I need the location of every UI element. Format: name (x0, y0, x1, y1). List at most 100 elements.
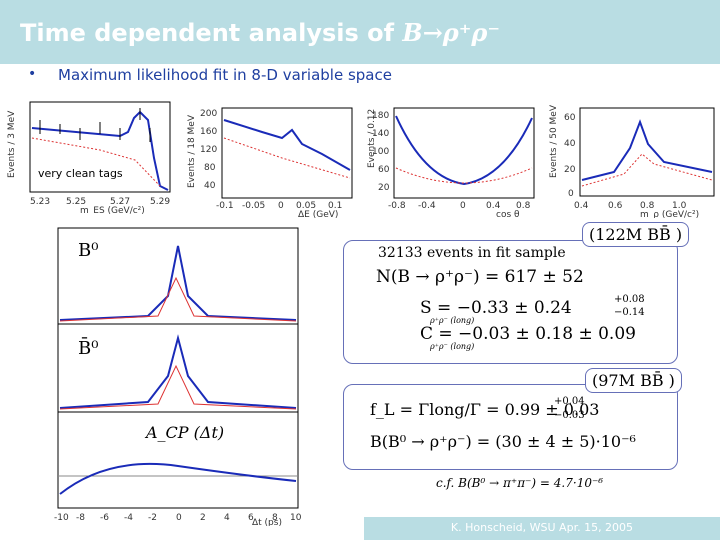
cos-ytick-5: 20 (378, 183, 390, 193)
mrho-plot: Events / 50 MeV 60 40 20 0 0.4 0.6 0.8 1… (549, 104, 715, 218)
mes-ylabel: Events / 3 MeV (7, 110, 17, 178)
dt-tick-5: -2 (148, 513, 157, 523)
mes-frame (29, 101, 171, 193)
dt-tick-4: -4 (124, 513, 133, 523)
mes-tick-3: 5.27 (110, 197, 130, 207)
de-tick-2: -0.05 (242, 201, 265, 211)
de-ytick-5: 40 (204, 181, 216, 191)
mes-tick-2: 5.25 (66, 197, 86, 207)
dt-tick-9: 6 (248, 513, 254, 523)
bullet-text: Maximum likelihood fit in 8-D variable s… (58, 66, 392, 84)
dt-b0-fit (59, 245, 297, 321)
cos-frame (393, 107, 535, 199)
cos-ytick-3: 100 (372, 147, 389, 157)
de-xlabel: ΔE (GeV) (298, 210, 338, 218)
dt-tick-11: 10 (290, 513, 302, 523)
de-ytick-4: 80 (204, 163, 216, 173)
dt-tick-7: 2 (200, 513, 206, 523)
n-events: N(B → ρ⁺ρ⁻) = 617 ± 52 (376, 267, 584, 287)
mrho-ylabel: Events / 50 MeV (549, 104, 559, 178)
cos-tick-1: -0.8 (388, 201, 406, 211)
mrho-bkg-line (581, 153, 713, 187)
dt-xlabel: Δt (ps) (252, 518, 282, 526)
de-tick-3: 0 (278, 201, 284, 211)
bb-count-1: (122M BB̄ ) (582, 222, 690, 247)
dt-b0-frame (57, 227, 299, 325)
dt-acp-frame (57, 411, 299, 509)
s-syst-minus: −0.14 (614, 307, 645, 318)
mrho-ytick-2: 40 (564, 139, 576, 149)
mrho-ytick-1: 60 (564, 113, 576, 123)
cos-tick-5: 0.8 (516, 201, 531, 211)
mes-xlabel: m_ES (GeV/c²) (80, 206, 145, 214)
mrho-frame (579, 107, 715, 197)
cos-plot: Events / 0.12 180 140 100 60 20 -0.8 -0.… (367, 107, 535, 218)
mrho-ytick-3: 20 (564, 165, 576, 175)
dt-b0-bkg (59, 276, 297, 322)
mrho-tick-4: 1.0 (672, 201, 687, 211)
de-bkg-line (223, 137, 351, 179)
c-subscript: ρ⁺ρ⁻ (long) (430, 342, 475, 351)
mrho-tick-2: 0.6 (608, 201, 623, 211)
dt-acp-fit (59, 463, 297, 495)
de-fit-line (223, 119, 351, 171)
dt-tick-8: 4 (224, 513, 230, 523)
s-value: S = −0.33 ± 0.24 (420, 298, 572, 318)
results-box-2 (343, 384, 678, 470)
de-ylabel: Events / 18 MeV (187, 114, 197, 188)
cf-pipi: c.f. B(B⁰ → π⁺π⁻) = 4.7·10⁻⁶ (436, 476, 604, 490)
cos-ytick-2: 140 (372, 129, 389, 139)
slide-title: Time dependent analysis of B→ρ⁺ρ⁻ (20, 18, 500, 47)
cos-bkg-line (395, 167, 533, 184)
results-box-1 (343, 240, 678, 364)
title-bar: Time dependent analysis of B→ρ⁺ρ⁻ (0, 0, 720, 64)
mrho-tick-1: 0.4 (574, 201, 589, 211)
de-ytick-1: 200 (200, 109, 217, 119)
dt-tick-1: -10 (54, 513, 69, 523)
de-tick-5: 0.1 (328, 201, 342, 211)
fl-syst-plus: +0.04 (554, 396, 585, 407)
de-ytick-3: 120 (200, 145, 217, 155)
de-ytick-2: 160 (200, 127, 217, 137)
mrho-fit-line (581, 119, 713, 181)
cos-xlabel: cos θ (496, 210, 520, 218)
title-prefix: Time dependent analysis of (20, 19, 403, 47)
dt-plot: B⁰ B̄⁰ A_CP (Δt) -10 -8 -6 -4 -2 0 2 4 6… (54, 227, 302, 526)
footer-text: K. Honscheid, WSU Apr. 15, 2005 (450, 521, 634, 534)
dt-tick-6: 0 (176, 513, 182, 523)
de-frame (221, 107, 353, 199)
c-value: C = −0.03 ± 0.18 ± 0.09 (420, 324, 636, 344)
dt-b0-label: B⁰ (78, 240, 98, 261)
dt-b0bar-bkg (59, 364, 297, 410)
mes-points (39, 108, 151, 142)
fl-value: f_L = Γlong/Γ = 0.99 ± 0.03 (370, 400, 600, 419)
mes-tick-4: 5.29 (150, 197, 170, 207)
de-plot: Events / 18 MeV 200 160 120 80 40 -0.1 -… (187, 107, 353, 218)
dt-b0bar-fit (59, 334, 297, 409)
mrho-tick-3: 0.8 (640, 201, 655, 211)
bullet-icon: • (28, 66, 37, 82)
mrho-xlabel: m_ρ (GeV/c²) (640, 210, 699, 218)
cos-ytick-1: 180 (372, 111, 389, 121)
cos-ylabel: Events / 0.12 (367, 109, 377, 168)
footer-bar: K. Honscheid, WSU Apr. 15, 2005 (364, 517, 720, 540)
fl-syst-minus: −0.03 (554, 410, 585, 421)
dt-b0bar-label: B̄⁰ (78, 336, 98, 359)
cos-tick-2: -0.4 (418, 201, 436, 211)
title-decay: B→ρ⁺ρ⁻ (402, 18, 501, 47)
dt-tick-10: 8 (272, 513, 278, 523)
br-rhorho: B(B⁰ → ρ⁺ρ⁻) = (30 ± 4 ± 5)·10⁻⁶ (370, 432, 636, 451)
de-tick-1: -0.1 (216, 201, 234, 211)
dt-acp-label: A_CP (Δt) (144, 423, 224, 442)
fit-sample-header: 32133 events in fit sample (378, 245, 566, 261)
mes-plot: Events / 3 MeV 5.23 5.25 5.27 5.29 m_ES … (7, 101, 171, 214)
s-subscript: ρ⁺ρ⁻ (long) (430, 316, 475, 325)
bb-count-2: (97M BB̄ ) (585, 368, 682, 393)
cos-fit-line (395, 115, 533, 186)
cos-tick-4: 0.4 (486, 201, 501, 211)
mrho-ytick-4: 0 (568, 189, 574, 199)
cos-tick-3: 0 (460, 201, 466, 211)
dt-tick-3: -6 (100, 513, 109, 523)
cos-ytick-4: 60 (378, 165, 390, 175)
dt-tick-2: -8 (76, 513, 85, 523)
